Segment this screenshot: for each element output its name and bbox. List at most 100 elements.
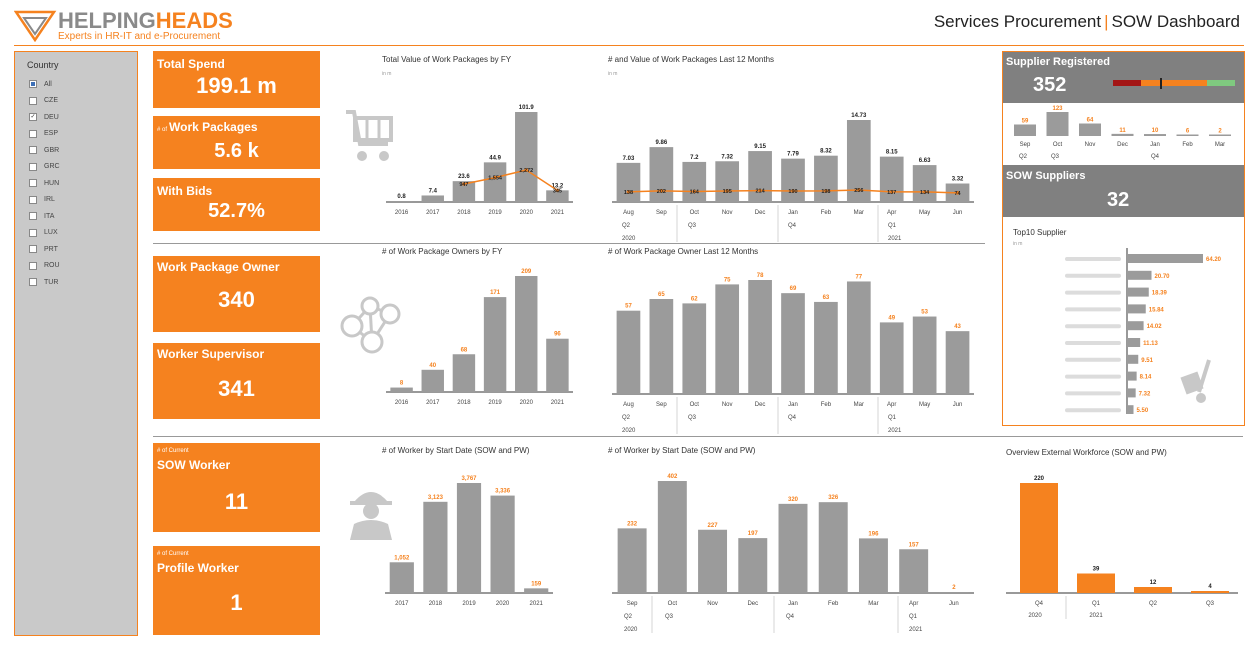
checkbox-icon[interactable]	[29, 179, 37, 188]
year-label: 2020	[622, 428, 636, 434]
data-label: 3,767	[461, 476, 477, 482]
checkbox-icon[interactable]	[29, 228, 37, 237]
checkbox-icon[interactable]	[29, 96, 37, 105]
x-tick-label: 2019	[488, 400, 502, 406]
data-label: 53	[921, 310, 928, 316]
x-tick-label: 2018	[457, 210, 471, 216]
checkbox-icon[interactable]	[29, 261, 37, 270]
bar	[945, 331, 970, 394]
country-option-prt[interactable]: PRT	[29, 241, 60, 258]
header-divider	[14, 45, 1244, 46]
country-option-deu[interactable]: ✓ DEU	[29, 109, 60, 126]
sow-suppliers-header: SOW Suppliers 32	[1003, 165, 1244, 217]
checkbox-icon[interactable]	[29, 80, 37, 89]
blurred-supplier-name	[1065, 273, 1121, 278]
bar	[879, 322, 904, 394]
bar	[616, 162, 641, 202]
country-option-hun[interactable]: HUN	[29, 175, 60, 192]
supplier-registered-label: Supplier Registered	[1006, 56, 1110, 68]
line-point	[626, 190, 631, 194]
data-label: 39	[1093, 567, 1100, 573]
x-tick-label: Nov	[722, 402, 733, 408]
bar	[616, 310, 641, 394]
bar	[846, 281, 871, 394]
x-tick-label: Mar	[854, 402, 864, 408]
country-filter-panel: Country All CZE ✓ DEU ESP GBR GRC HUN IRL ITA LUX P…	[14, 51, 138, 636]
wp-owner-last-12-months-chart: # of Work Package Owner Last 12 Months 57…	[608, 247, 974, 434]
bar	[1144, 134, 1166, 136]
x-tick-label: Jun	[953, 402, 963, 408]
x-tick-label: 2018	[457, 400, 471, 406]
wp-owner-card: Work Package Owner 340	[153, 256, 320, 332]
data-label: 5.50	[1137, 408, 1149, 414]
line-point	[692, 189, 697, 194]
data-label: 63	[823, 295, 830, 301]
bar	[1127, 405, 1134, 414]
data-label: 96	[554, 332, 561, 338]
country-option-grc[interactable]: GRC	[29, 159, 60, 176]
data-label: 78	[757, 273, 764, 279]
country-option-lux[interactable]: LUX	[29, 225, 60, 242]
bar	[1079, 123, 1101, 136]
checkbox-icon[interactable]	[29, 195, 37, 204]
line-label: 137	[887, 190, 896, 196]
bar	[879, 156, 904, 202]
bar	[1127, 388, 1136, 398]
bar	[456, 483, 482, 593]
data-label: 1,052	[394, 555, 410, 561]
x-tick-label: Dec	[755, 402, 766, 408]
country-option-rou[interactable]: ROU	[29, 258, 60, 275]
checkbox-icon[interactable]	[29, 278, 37, 287]
data-label: 157	[909, 542, 920, 548]
blurred-supplier-name	[1065, 257, 1121, 261]
data-label: 123	[1052, 106, 1063, 112]
checkbox-icon[interactable]	[29, 162, 37, 171]
country-option-all[interactable]: All	[29, 76, 60, 93]
year-label: 2020	[624, 627, 638, 633]
country-option-irl[interactable]: IRL	[29, 192, 60, 209]
bar	[1127, 304, 1146, 314]
x-tick-label: 2018	[429, 601, 443, 607]
x-tick-label: 2020	[496, 601, 510, 607]
line-point	[857, 188, 861, 192]
data-label: 0.8	[397, 194, 406, 200]
country-label: GRC	[44, 163, 60, 171]
bar	[546, 190, 569, 202]
line-label: 345	[553, 188, 562, 194]
country-option-gbr[interactable]: GBR	[29, 142, 60, 159]
checkbox-icon[interactable]: ✓	[29, 113, 37, 122]
bar	[738, 538, 768, 593]
country-label: TUR	[44, 278, 59, 286]
bar	[421, 369, 444, 392]
data-label: 6	[1186, 129, 1190, 135]
bar	[748, 280, 772, 394]
country-label: ITA	[44, 212, 55, 220]
x-tick-label: 2017	[426, 210, 440, 216]
worker-supervisor-value: 341	[218, 376, 255, 401]
country-label: All	[44, 80, 52, 88]
line-point	[555, 188, 560, 193]
wp-last-12-months-chart: # and Value of Work Packages Last 12 Mon…	[608, 55, 974, 242]
chart-title: # of Work Package Owners by FY	[382, 247, 503, 256]
checkbox-icon[interactable]	[29, 146, 37, 155]
checkbox-icon[interactable]	[29, 245, 37, 254]
bar	[912, 165, 937, 202]
chart-title: # of Worker by Start Date (SOW and PW)	[382, 446, 530, 455]
country-label: HUN	[44, 179, 60, 187]
supplier-registered-months-chart: 59 Sep 123 Oct 64 Nov 11 Dec 10 Jan 6 Feb 2 Mar Q2 Q3 Q4	[1014, 106, 1231, 160]
brand-logo	[13, 8, 234, 44]
country-option-cze[interactable]: CZE	[29, 93, 60, 110]
country-option-tur[interactable]: TUR	[29, 274, 60, 291]
quarter-label: Q2	[622, 223, 631, 229]
x-tick-label: Apr	[909, 601, 918, 607]
profile-worker-prefix: # of Current	[157, 551, 189, 557]
data-label: 7.32	[721, 154, 733, 160]
country-option-esp[interactable]: ESP	[29, 126, 60, 143]
checkbox-icon[interactable]	[29, 212, 37, 221]
checkbox-icon[interactable]	[29, 129, 37, 138]
country-option-ita[interactable]: ITA	[29, 208, 60, 225]
triangle-logo-icon	[13, 10, 57, 43]
x-tick-label: Oct	[690, 210, 700, 216]
data-label: 44.9	[489, 155, 501, 161]
x-tick-label: 2016	[395, 210, 409, 216]
